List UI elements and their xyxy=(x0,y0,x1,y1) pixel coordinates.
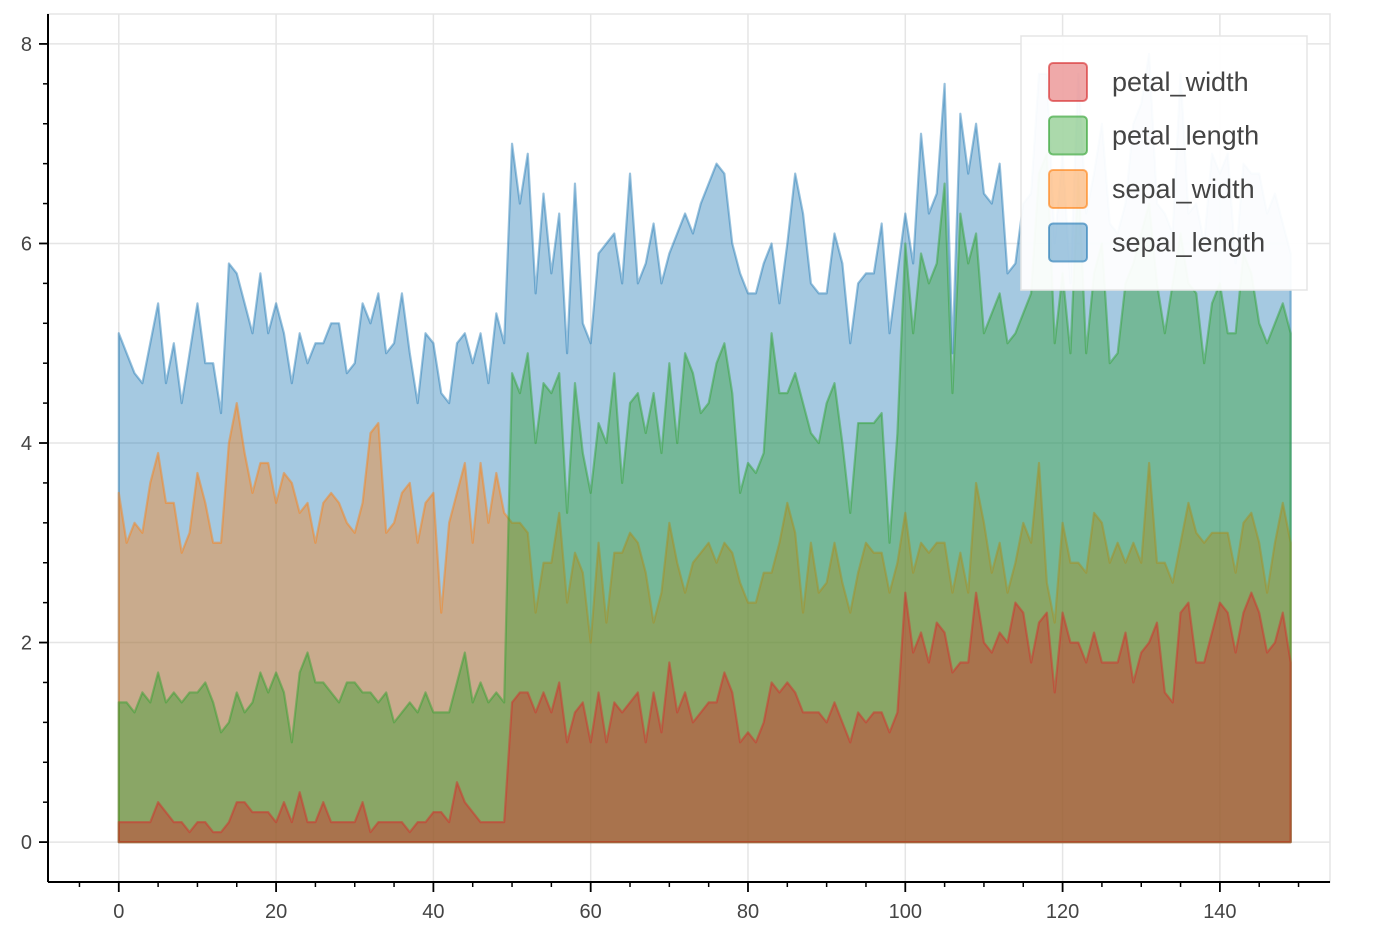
legend-label-petal-length: petal_length xyxy=(1112,121,1259,151)
grid xyxy=(47,13,1331,883)
x-tick-label: 120 xyxy=(1046,901,1079,923)
x-tick-label: 80 xyxy=(737,901,759,923)
plot-areas xyxy=(117,52,1292,844)
y-tick-label: 4 xyxy=(21,433,32,455)
legend: petal_width petal_length sepal_width sepal_… xyxy=(1020,35,1308,291)
area-petal-length xyxy=(117,152,1292,844)
legend-label-sepal-length: sepal_length xyxy=(1112,228,1265,258)
y-tick-label: 2 xyxy=(21,633,32,655)
legend-swatch-petal-length xyxy=(1048,115,1088,156)
x-tick-label: 140 xyxy=(1203,901,1236,923)
x-tick-label: 0 xyxy=(113,901,124,923)
area-petal-width xyxy=(117,591,1292,844)
legend-label-petal-width: petal_width xyxy=(1112,67,1249,97)
x-tick-label: 100 xyxy=(889,901,922,923)
legend-label-sepal-width: sepal_width xyxy=(1112,174,1255,204)
x-tick-label: 40 xyxy=(422,901,444,923)
y-tick-label: 6 xyxy=(21,233,32,255)
x-tick-label: 60 xyxy=(580,901,602,923)
area-sepal-width xyxy=(117,402,1292,844)
legend-swatch-sepal-width xyxy=(1048,169,1088,209)
y-tick-label: 8 xyxy=(21,34,32,56)
y-tick-label: 0 xyxy=(21,832,32,854)
x-tick-label: 20 xyxy=(265,901,287,923)
legend-swatch-petal-width xyxy=(1048,62,1088,102)
legend-box xyxy=(1020,35,1308,291)
legend-swatch-sepal-length xyxy=(1048,222,1088,263)
